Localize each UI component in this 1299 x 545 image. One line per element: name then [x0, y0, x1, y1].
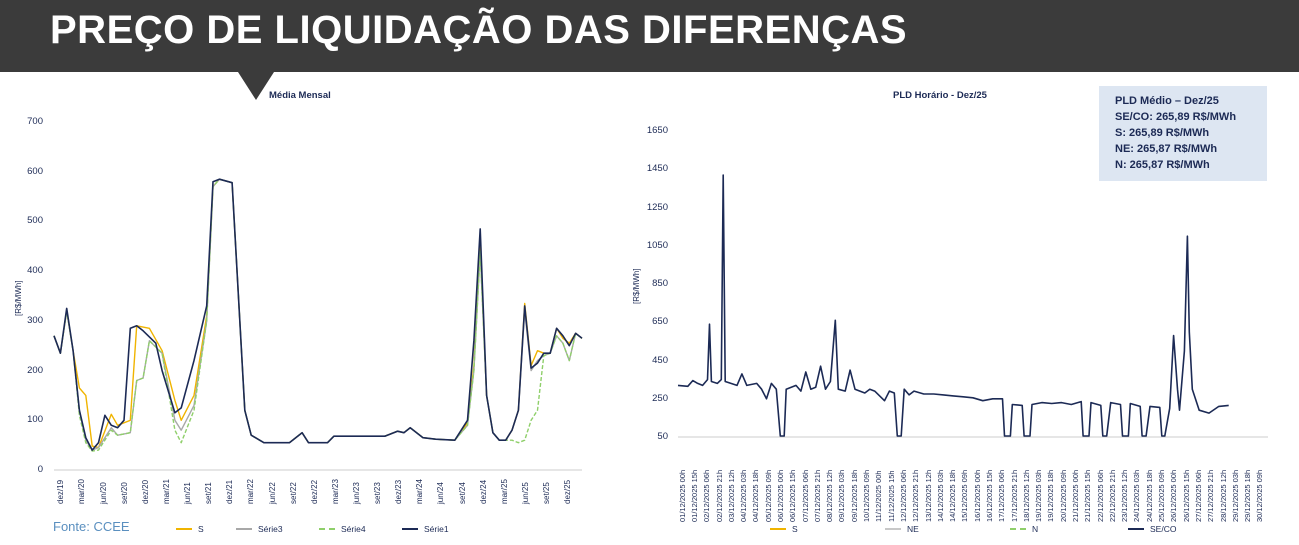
- y-tick-label: 1050: [646, 239, 668, 251]
- pld-average-s: S: 265,89 R$/MWh: [1115, 127, 1210, 139]
- pld-average-box: PLD Médio – Dez/25 SE/CO: 265,89 R$/MWh …: [1099, 86, 1267, 181]
- y-tick-label: 100: [27, 414, 43, 426]
- pld-average-title: PLD Médio – Dez/25: [1115, 95, 1219, 107]
- y-tick-label: 850: [652, 278, 668, 289]
- series-line-s-rie4: [53, 178, 583, 452]
- y-tick-label: 1650: [646, 125, 668, 136]
- y-tick-label: 600: [27, 165, 43, 177]
- legend-item-s-hourly: S: [770, 524, 798, 534]
- series-line-se-co: [677, 174, 1229, 437]
- legend-item-serie3: Série3: [236, 524, 283, 534]
- legend-item-n: N: [1010, 524, 1038, 534]
- legend-swatch: [176, 528, 192, 530]
- legend-swatch: [770, 528, 786, 530]
- chart2-title: PLD Horário - Dez/25: [893, 90, 987, 101]
- legend-item-ne: NE: [885, 524, 919, 534]
- legend-swatch: [319, 528, 335, 530]
- source-note: Fonte: CCEE: [53, 519, 130, 534]
- y-tick-label: 1250: [646, 201, 668, 213]
- y-tick-label: 700: [27, 116, 43, 127]
- legend-item-s: S: [176, 524, 204, 534]
- legend-swatch: [1010, 528, 1026, 530]
- y-tick-label: 650: [652, 316, 668, 328]
- legend-swatch: [236, 528, 252, 530]
- header-banner: PREÇO DE LIQUIDAÇÃO DAS DIFERENÇAS: [0, 0, 1299, 72]
- legend-swatch: [885, 528, 901, 530]
- y-tick-label: 500: [27, 215, 43, 227]
- y-tick-label: 1450: [646, 163, 668, 175]
- y-tick-label: 0: [37, 464, 43, 475]
- pld-average-n: N: 265,87 R$/MWh: [1115, 159, 1210, 171]
- chart1-title: Média Mensal: [269, 90, 331, 101]
- header-pointer: [238, 72, 274, 100]
- series-line-s-rie1: [53, 178, 583, 451]
- y-tick-label: 400: [27, 265, 43, 277]
- legend-item-serie4: Série4: [319, 524, 366, 534]
- page-title: PREÇO DE LIQUIDAÇÃO DAS DIFERENÇAS: [50, 8, 908, 52]
- y-tick-label: 300: [27, 314, 43, 326]
- y-tick-label: 200: [27, 364, 43, 376]
- y-tick-label: 50: [657, 431, 668, 442]
- y-tick-label: 450: [652, 354, 668, 366]
- pld-average-seco: SE/CO: 265,89 R$/MWh: [1115, 111, 1237, 123]
- legend-item-serie1: Série1: [402, 524, 449, 534]
- legend-swatch: [402, 528, 418, 530]
- pld-average-ne: NE: 265,87 R$/MWh: [1115, 143, 1218, 155]
- legend-item-seco: SE/CO: [1128, 524, 1176, 534]
- legend-swatch: [1128, 528, 1144, 530]
- y-tick-label: 250: [652, 392, 668, 404]
